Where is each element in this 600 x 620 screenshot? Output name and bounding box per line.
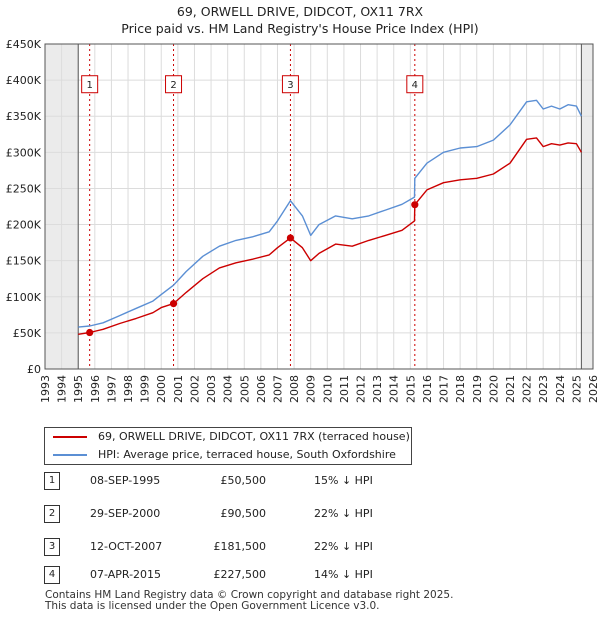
sale-badge: 2 [44,505,60,523]
x-tick-label: 2020 [487,375,500,403]
y-tick-label: £200K [6,219,42,232]
sale-marker-label: 3 [287,80,293,91]
x-tick-label: 2025 [570,375,583,403]
x-tick-label: 2009 [305,375,318,403]
legend-label-property: 69, ORWELL DRIVE, DIDCOT, OX11 7RX (terr… [98,430,410,443]
x-tick-label: 2018 [454,375,467,403]
sale-date: 12-OCT-2007 [90,540,163,553]
sale-badge: 1 [44,472,60,490]
sale-marker-badge [165,75,183,94]
table-row: 1 08-SEP-1995 £50,500 15% ↓ HPI [44,472,444,492]
sale-badge: 4 [44,566,60,584]
sale-marker-label: 1 [86,80,92,91]
x-tick-label: 2004 [222,375,235,403]
y-tick-label: £400K [6,74,42,87]
sale-point [411,201,419,209]
sale-hpi-diff: 15% ↓ HPI [314,474,373,487]
x-tick-label: 1998 [122,375,135,403]
sale-hpi-diff: 22% ↓ HPI [314,540,373,553]
x-tick-label: 2024 [554,375,567,403]
table-row: 3 12-OCT-2007 £181,500 22% ↓ HPI [44,538,444,558]
x-tick-label: 2021 [504,375,517,403]
plot-area [45,44,593,369]
series-line [78,99,583,328]
sale-hpi-diff: 14% ↓ HPI [314,568,373,581]
sale-point [286,234,295,242]
sale-date: 07-APR-2015 [90,568,162,581]
x-tick-label: 2007 [271,375,284,403]
sale-point [169,300,178,308]
sale-marker-label: 2 [170,80,176,91]
x-tick-label: 2003 [205,375,218,403]
sale-badge: 3 [44,538,60,556]
y-tick-label: £0 [27,363,41,376]
x-tick-label: 2013 [371,375,384,403]
y-tick-label: £250K [6,182,42,195]
legend-swatch-property [53,436,87,438]
y-tick-label: £450K [6,38,42,51]
x-tick-label: 2005 [238,375,251,403]
y-tick-label: £100K [6,291,42,304]
x-tick-label: 1994 [56,375,69,403]
y-tick-label: £300K [6,146,42,159]
sale-price: £181,500 [213,540,267,553]
x-tick-label: 2014 [388,375,401,403]
x-tick-label: 2023 [537,375,550,403]
x-tick-label: 2015 [404,375,417,403]
x-tick-label: 2000 [155,375,168,403]
footer-attribution: Contains HM Land Registry data © Crown c… [45,590,453,612]
x-tick-label: 2016 [421,375,434,403]
sale-date: 29-SEP-2000 [90,507,161,520]
x-tick-label: 2001 [172,375,185,403]
legend-swatch-hpi [53,454,87,456]
x-tick-label: 2026 [587,375,600,403]
x-tick-label: 1996 [89,375,102,403]
sale-marker-badge [406,75,424,94]
x-tick-label: 2012 [355,375,368,403]
chart-legend: 69, ORWELL DRIVE, DIDCOT, OX11 7RX (terr… [44,427,412,465]
x-tick-label: 2002 [188,375,201,403]
sale-point [86,328,94,337]
y-tick-label: £50K [13,327,42,340]
sale-date: 08-SEP-1995 [90,474,161,487]
x-tick-label: 2006 [255,375,268,403]
footer-line: Contains HM Land Registry data © Crown c… [45,589,454,601]
table-row: 2 29-SEP-2000 £90,500 22% ↓ HPI [44,505,444,525]
legend-label-hpi: HPI: Average price, terraced house, Sout… [98,448,396,461]
chart-title: 69, ORWELL DRIVE, DIDCOT, OX11 7RX Price… [0,3,600,37]
x-tick-label: 2008 [288,375,301,403]
sale-marker-badge [81,75,99,94]
price-chart: 1 2 3 4 £0 £50K £100K £150K £200K £250K £300K £350K… [6,38,600,403]
sale-marker-label: 4 [412,80,418,91]
x-tick-label: 1997 [105,375,118,403]
sale-hpi-diff: 22% ↓ HPI [314,507,373,520]
x-tick-label: 2022 [521,375,534,403]
x-tick-label: 2017 [438,375,451,403]
series-line [78,137,583,335]
x-tick-label: 1993 [39,375,52,403]
x-tick-label: 2011 [338,375,351,403]
plot-border [44,43,594,370]
post-data-shading [581,44,593,369]
x-tick-label: 2019 [471,375,484,403]
x-tick-label: 2010 [321,375,334,403]
sale-price: £227,500 [213,568,267,581]
x-tick-label: 1995 [72,375,85,403]
sale-price: £90,500 [220,507,267,520]
y-tick-label: £150K [6,255,42,268]
sale-price: £50,500 [220,474,267,487]
y-tick-label: £350K [6,110,42,123]
page-title: 69, ORWELL DRIVE, DIDCOT, OX11 7RX [176,4,424,19]
footer-line: This data is licensed under the Open Gov… [45,600,380,612]
x-tick-label: 1999 [139,375,152,403]
chart-subtitle: Price paid vs. HM Land Registry's House … [121,21,479,36]
sale-marker-badge [281,75,299,94]
table-row: 4 07-APR-2015 £227,500 14% ↓ HPI [44,566,444,586]
